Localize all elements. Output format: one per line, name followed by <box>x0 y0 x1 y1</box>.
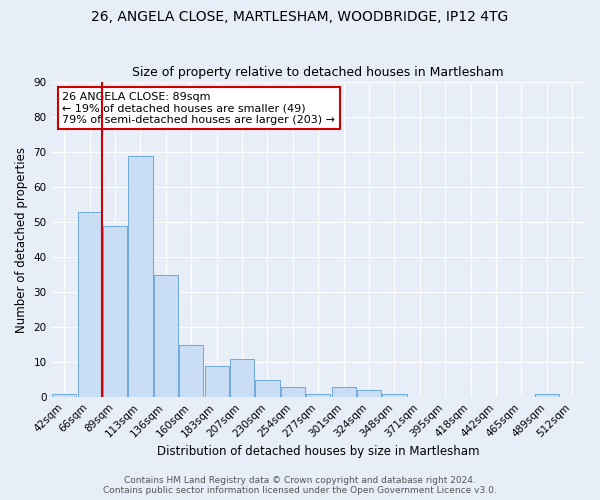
Bar <box>256 380 280 397</box>
Bar <box>230 358 254 397</box>
Bar <box>128 156 152 397</box>
Text: 26 ANGELA CLOSE: 89sqm
← 19% of detached houses are smaller (49)
79% of semi-det: 26 ANGELA CLOSE: 89sqm ← 19% of detached… <box>62 92 335 124</box>
Bar <box>306 394 331 397</box>
Bar <box>179 344 203 397</box>
Bar <box>357 390 381 397</box>
Text: 26, ANGELA CLOSE, MARTLESHAM, WOODBRIDGE, IP12 4TG: 26, ANGELA CLOSE, MARTLESHAM, WOODBRIDGE… <box>91 10 509 24</box>
Bar <box>154 274 178 397</box>
Bar <box>281 386 305 397</box>
Text: Contains HM Land Registry data © Crown copyright and database right 2024.
Contai: Contains HM Land Registry data © Crown c… <box>103 476 497 495</box>
Bar <box>205 366 229 397</box>
Title: Size of property relative to detached houses in Martlesham: Size of property relative to detached ho… <box>133 66 504 80</box>
Bar <box>52 394 76 397</box>
Bar <box>103 226 127 397</box>
Bar <box>332 386 356 397</box>
Bar <box>77 212 102 397</box>
Bar <box>382 394 407 397</box>
Bar <box>535 394 559 397</box>
X-axis label: Distribution of detached houses by size in Martlesham: Distribution of detached houses by size … <box>157 444 479 458</box>
Y-axis label: Number of detached properties: Number of detached properties <box>15 146 28 332</box>
